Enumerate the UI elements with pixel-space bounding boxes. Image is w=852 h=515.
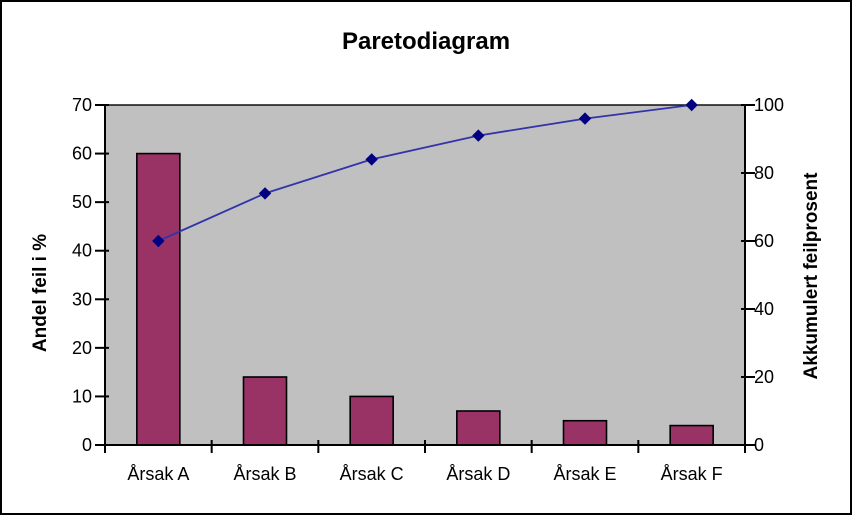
left-axis-tick-label: 40: [72, 241, 92, 261]
bar-årsak-a: [136, 152, 181, 446]
line-marker-årsak-d: [472, 129, 485, 142]
line-marker-årsak-c: [365, 153, 378, 166]
left-axis-tick-label: 10: [72, 386, 92, 406]
left-axis-tick-label: 70: [72, 95, 92, 115]
left-axis-tick-label: 60: [72, 144, 92, 164]
left-axis-tick-label: 50: [72, 192, 92, 212]
bar-årsak-f: [669, 424, 714, 446]
left-axis-tick-label: 0: [82, 435, 92, 455]
right-axis-tick-label: 60: [754, 231, 774, 251]
right-axis-tick-label: 80: [754, 163, 774, 183]
bar-årsak-c: [349, 395, 394, 446]
chart-title: Paretodiagram: [342, 28, 510, 55]
x-axis-category-label: Årsak A: [127, 464, 189, 484]
x-axis-category-label: Årsak D: [446, 464, 510, 484]
left-axis-tick-label: 20: [72, 338, 92, 358]
line-marker-årsak-e: [578, 112, 592, 125]
plot-area: [104, 104, 746, 446]
left-axis-title: Andel feil i %: [30, 234, 51, 352]
line-marker-årsak-f: [685, 98, 698, 112]
line-marker-årsak-a: [152, 234, 165, 248]
right-axis-tick-label: 100: [754, 95, 784, 115]
left-axis-tick-label: 30: [72, 289, 92, 309]
right-axis-tick-label: 0: [754, 435, 764, 455]
x-axis-category-label: Årsak B: [233, 464, 296, 484]
bar-årsak-d: [456, 410, 501, 446]
x-axis-category-label: Årsak F: [661, 464, 723, 484]
line-marker-årsak-b: [258, 187, 272, 200]
right-axis-tick-label: 40: [754, 299, 774, 319]
x-axis-category-label: Årsak C: [340, 464, 404, 484]
x-axis-category-label: Årsak E: [553, 464, 616, 484]
bar-årsak-b: [242, 376, 288, 446]
right-axis-title: Akkumulert feilprosent: [801, 172, 822, 380]
right-axis-tick-label: 20: [754, 367, 774, 387]
bar-årsak-e: [562, 419, 608, 446]
cumulative-line: [157, 104, 692, 242]
